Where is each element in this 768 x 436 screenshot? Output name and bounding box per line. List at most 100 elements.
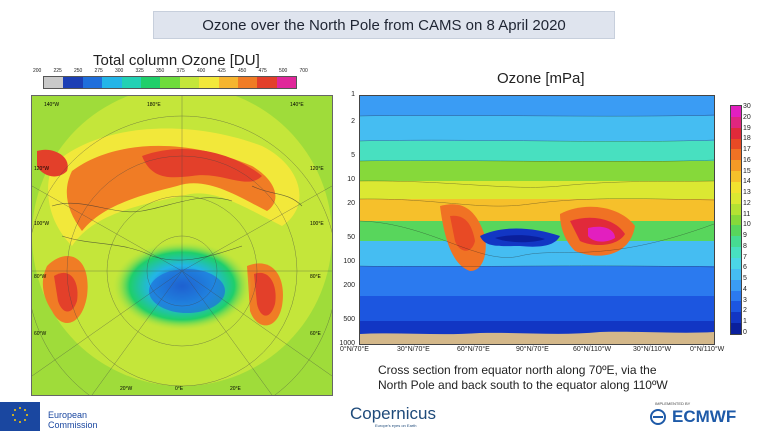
page-title: Ozone over the North Pole from CAMS on 8… (153, 11, 615, 39)
polar-map-image (32, 96, 332, 395)
caption-line: North Pole and back south to the equator… (378, 378, 668, 392)
colorbar-swatch (731, 279, 741, 291)
ec-line: Commission (48, 420, 98, 430)
colorbar-tick: 425 (217, 68, 226, 74)
map-colorbar-ticks: 200 225 250 275 300 325 350 375 400 425 … (33, 68, 308, 74)
copernicus-logo: Copernicus (350, 404, 436, 423)
colorbar-swatch (160, 77, 180, 88)
colorbar-tick: 500 (279, 68, 288, 74)
colorbar-swatch (44, 77, 64, 88)
map-lon-label: 100°W (34, 221, 50, 227)
colorbar-tick: 11 (743, 210, 751, 218)
colorbar-swatch (218, 77, 238, 88)
colorbar-swatch (731, 290, 741, 302)
colorbar-tick: 13 (743, 189, 751, 197)
colorbar-swatch (731, 138, 741, 150)
colorbar-tick: 475 (258, 68, 267, 74)
colorbar-tick: 14 (743, 178, 751, 186)
pressure-tick: 5 (351, 152, 355, 159)
colorbar-swatch (731, 301, 741, 313)
copernicus-tagline: Europe's eyes on Earth (375, 423, 417, 428)
colorbar-swatch (731, 105, 741, 117)
colorbar-tick: 325 (135, 68, 144, 74)
map-lon-label: 60°W (34, 331, 47, 337)
map-lon-label: 0°E (175, 386, 184, 392)
colorbar-swatch (731, 236, 741, 248)
cross-section-title: Ozone [mPa] (497, 70, 585, 87)
map-lon-label: 80°W (34, 274, 47, 280)
colorbar-tick: 250 (74, 68, 83, 74)
x-tick: 60°N/70°E (457, 346, 490, 353)
colorbar-tick: 5 (743, 275, 747, 283)
map-title: Total column Ozone [DU] (93, 52, 260, 69)
colorbar-swatch (731, 214, 741, 226)
colorbar-tick: 18 (743, 135, 751, 143)
colorbar-swatch (731, 225, 741, 237)
colorbar-swatch (731, 160, 741, 172)
map-lon-label: 120°E (310, 166, 324, 172)
european-commission-text: European Commission (48, 410, 98, 430)
colorbar-tick: 225 (53, 68, 62, 74)
map-lon-label: 140°E (290, 102, 304, 108)
colorbar-swatch (63, 77, 83, 88)
colorbar-swatch (179, 77, 200, 88)
colorbar-tick: 350 (156, 68, 165, 74)
map-lon-label: 100°E (310, 221, 324, 227)
colorbar-swatch (276, 77, 297, 88)
x-tick: 0°N/110°W (690, 346, 725, 353)
map-colorbar (43, 76, 297, 89)
colorbar-swatch (731, 149, 741, 161)
cross-section-colorbar (730, 105, 742, 335)
colorbar-swatch (731, 116, 741, 128)
map-lon-label: 20°W (120, 386, 133, 392)
cross-section-caption: Cross section from equator north along 7… (378, 363, 738, 393)
map-lon-label: 80°E (310, 274, 321, 280)
colorbar-swatch (199, 77, 219, 88)
colorbar-swatch (121, 77, 141, 88)
colorbar-tick: 2 (743, 307, 747, 315)
ecmwf-implemented-by: IMPLEMENTED BY (655, 401, 691, 406)
colorbar-swatch (731, 312, 741, 324)
colorbar-swatch (731, 268, 741, 280)
colorbar-swatch (731, 203, 741, 215)
colorbar-swatch (731, 181, 741, 193)
pressure-tick: 1000 (339, 340, 355, 347)
ec-line: European (48, 410, 88, 420)
colorbar-tick: 12 (743, 199, 751, 207)
x-tick: 30°N/70°E (397, 346, 430, 353)
pressure-tick: 200 (343, 282, 355, 289)
colorbar-tick: 7 (743, 253, 747, 261)
colorbar-tick: 450 (238, 68, 247, 74)
pressure-tick: 500 (343, 316, 355, 323)
map-lon-label: 140°W (44, 102, 60, 108)
ozone-cross-section (359, 95, 715, 345)
ecmwf-logo: ECMWF (650, 407, 736, 427)
colorbar-tick: 30 (743, 103, 751, 110)
colorbar-tick: 200 (33, 68, 42, 74)
colorbar-swatch (731, 171, 741, 182)
colorbar-swatch (731, 192, 741, 204)
colorbar-tick: 17 (743, 146, 751, 154)
cross-section-image (360, 96, 714, 344)
colorbar-tick: 0 (743, 329, 747, 336)
x-tick: 0°N/70°E (340, 346, 369, 353)
colorbar-tick: 9 (743, 232, 747, 240)
colorbar-tick: 300 (115, 68, 124, 74)
cross-section-colorbar-ticks: 0 1 2 3 4 5 6 7 8 9 10 11 12 13 14 15 16 17 18 19 20 30 (743, 103, 763, 336)
colorbar-swatch (257, 77, 277, 88)
colorbar-swatch (140, 77, 161, 88)
colorbar-tick: 8 (743, 242, 747, 250)
colorbar-tick: 375 (176, 68, 185, 74)
ecmwf-text: ECMWF (672, 407, 737, 426)
map-lon-label: 180°E (147, 102, 161, 108)
colorbar-swatch (237, 77, 258, 88)
european-commission-logo (0, 402, 40, 431)
colorbar-tick: 275 (94, 68, 103, 74)
x-tick: 90°N/70°E (516, 346, 549, 353)
colorbar-tick: 6 (743, 264, 747, 272)
map-lon-label: 60°E (310, 331, 321, 337)
colorbar-tick: 400 (197, 68, 206, 74)
caption-line: Cross section from equator north along 7… (378, 363, 657, 377)
colorbar-swatch (731, 247, 741, 258)
colorbar-swatch (731, 257, 741, 269)
